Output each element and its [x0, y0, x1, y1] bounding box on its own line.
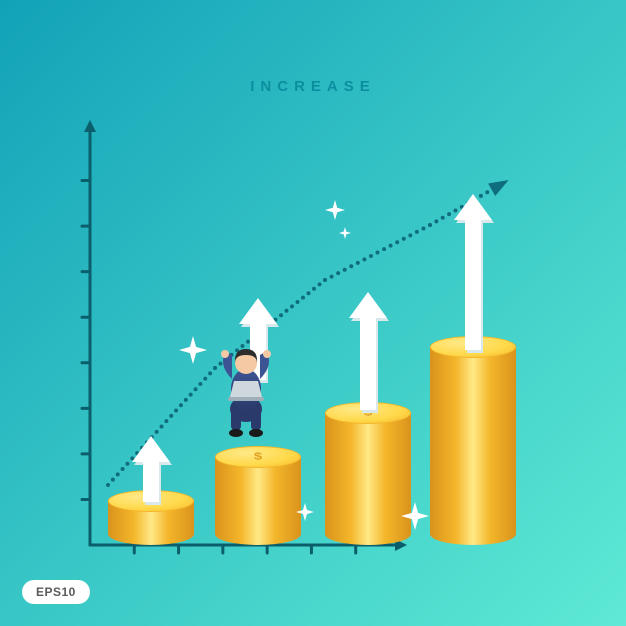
eps-badge: EPS10 [22, 580, 90, 604]
sparkle-icon [325, 200, 345, 220]
sparkle-icon [339, 227, 351, 239]
sparkle-icon [401, 502, 429, 530]
sparkle-icon [179, 336, 207, 364]
sparkles [0, 0, 626, 626]
eps-badge-label: EPS10 [36, 585, 76, 599]
sparkle-icon [296, 503, 314, 521]
